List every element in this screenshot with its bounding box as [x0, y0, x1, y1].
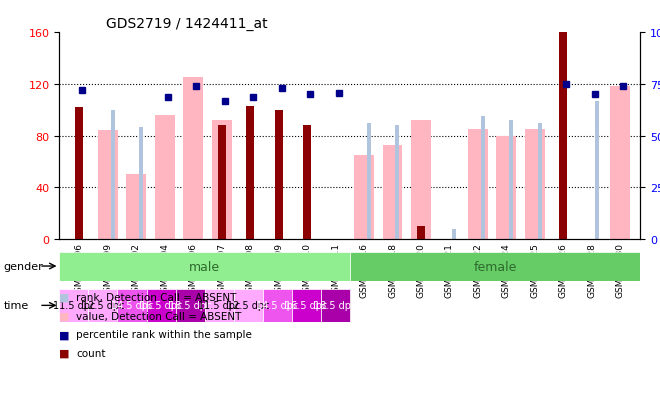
- Bar: [275, 110, 282, 240]
- Bar: [559, 33, 568, 240]
- Bar: [538, 123, 542, 240]
- Bar: [481, 117, 485, 240]
- Text: rank, Detection Call = ABSENT: rank, Detection Call = ABSENT: [76, 292, 236, 302]
- FancyBboxPatch shape: [176, 289, 205, 322]
- Text: 18.5 dpc: 18.5 dpc: [314, 301, 356, 311]
- FancyBboxPatch shape: [59, 252, 350, 281]
- Text: 11.5 dpc: 11.5 dpc: [53, 301, 95, 311]
- FancyBboxPatch shape: [117, 289, 147, 322]
- Bar: [453, 229, 457, 240]
- FancyBboxPatch shape: [147, 289, 176, 322]
- Text: gender: gender: [3, 261, 43, 271]
- Text: ■: ■: [59, 292, 70, 302]
- Text: percentile rank within the sample: percentile rank within the sample: [76, 330, 251, 339]
- Bar: [354, 156, 374, 240]
- Text: value, Detection Call = ABSENT: value, Detection Call = ABSENT: [76, 311, 242, 321]
- Text: time: time: [3, 300, 28, 310]
- Text: 14.5 dpc: 14.5 dpc: [256, 301, 298, 311]
- Bar: [411, 121, 431, 240]
- Bar: [303, 126, 311, 240]
- Bar: [139, 127, 143, 240]
- Bar: [218, 126, 226, 240]
- FancyBboxPatch shape: [59, 289, 88, 322]
- Bar: [510, 121, 513, 240]
- Text: ■: ■: [59, 311, 70, 321]
- FancyBboxPatch shape: [263, 289, 292, 322]
- FancyBboxPatch shape: [205, 289, 234, 322]
- Bar: [525, 130, 544, 240]
- Bar: [468, 130, 488, 240]
- Text: ■: ■: [59, 330, 70, 339]
- Bar: [595, 102, 599, 240]
- FancyBboxPatch shape: [88, 289, 117, 322]
- Text: 18.5 dpc: 18.5 dpc: [169, 301, 211, 311]
- FancyBboxPatch shape: [292, 289, 321, 322]
- Text: 12.5 dpc: 12.5 dpc: [227, 301, 269, 311]
- Bar: [126, 175, 147, 240]
- Bar: [183, 78, 203, 240]
- Text: 12.5 dpc: 12.5 dpc: [82, 301, 124, 311]
- Text: 14.5 dpc: 14.5 dpc: [111, 301, 153, 311]
- Bar: [367, 123, 371, 240]
- Bar: [417, 227, 425, 240]
- Bar: [246, 107, 254, 240]
- Text: 11.5 dpc: 11.5 dpc: [198, 301, 240, 311]
- Bar: [496, 136, 516, 240]
- Text: count: count: [76, 348, 106, 358]
- Text: ■: ■: [59, 348, 70, 358]
- FancyBboxPatch shape: [234, 289, 263, 322]
- Bar: [155, 116, 175, 240]
- FancyBboxPatch shape: [350, 252, 640, 281]
- Bar: [212, 121, 232, 240]
- FancyBboxPatch shape: [321, 289, 350, 322]
- Text: male: male: [189, 260, 220, 273]
- Bar: [111, 110, 115, 240]
- Text: GDS2719 / 1424411_at: GDS2719 / 1424411_at: [106, 17, 267, 31]
- Text: female: female: [473, 260, 517, 273]
- Bar: [610, 87, 630, 240]
- Bar: [75, 108, 83, 240]
- Bar: [98, 131, 117, 240]
- Bar: [395, 126, 399, 240]
- Bar: [383, 145, 403, 240]
- Text: 16.5 dpc: 16.5 dpc: [140, 301, 182, 311]
- Text: 16.5 dpc: 16.5 dpc: [285, 301, 327, 311]
